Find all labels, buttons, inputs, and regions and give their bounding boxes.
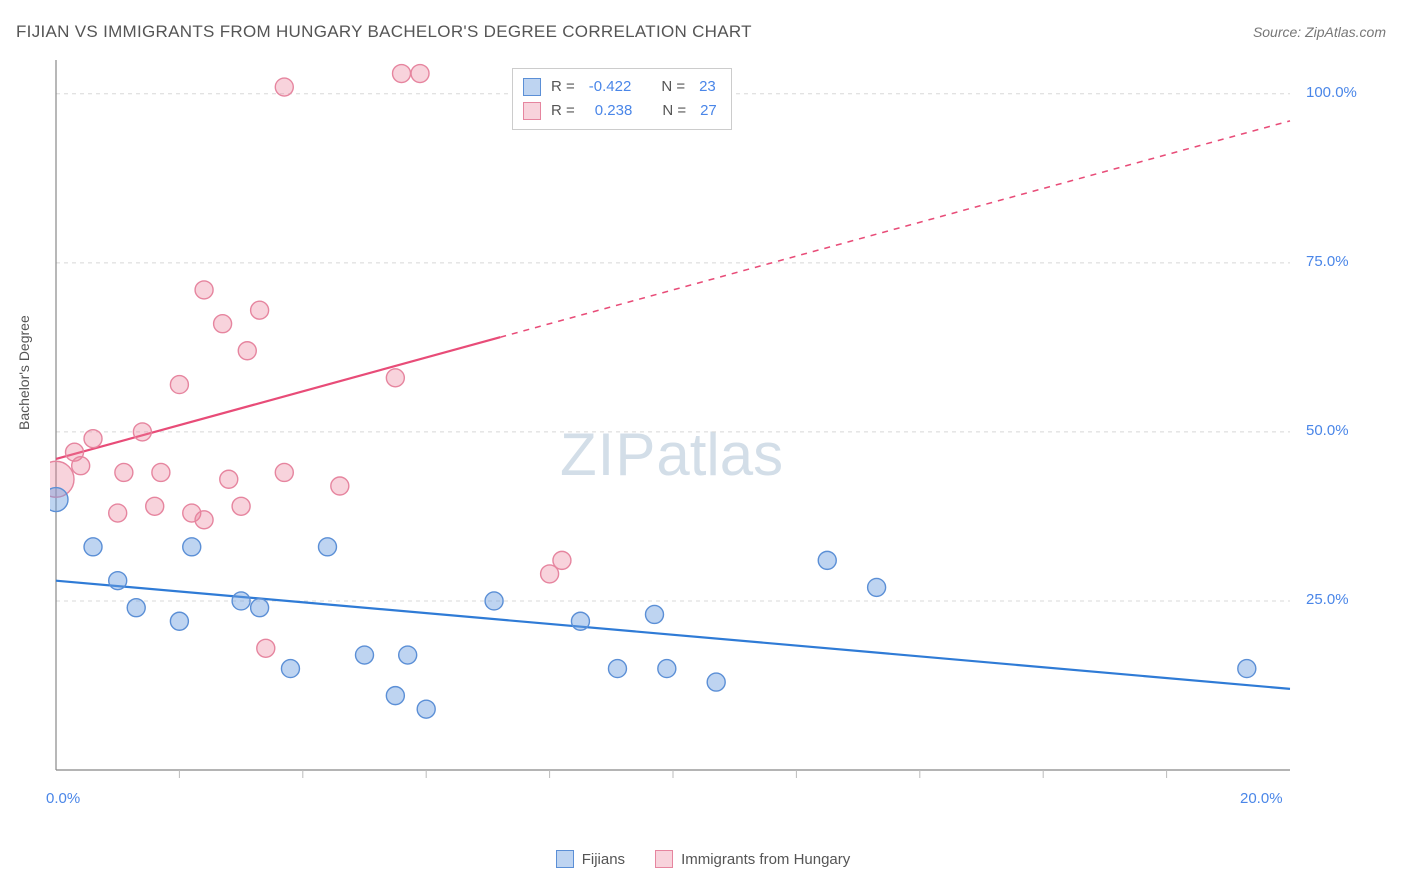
n-label: N = xyxy=(662,99,686,123)
axis-tick-label: 50.0% xyxy=(1306,422,1349,439)
legend-stats: R = -0.422 N = 23 R = 0.238 N = 27 xyxy=(512,68,732,130)
r-label: R = xyxy=(551,99,575,123)
legend-label: Fijians xyxy=(582,851,625,868)
n-value: 27 xyxy=(700,99,717,123)
axis-tick-label: 0.0% xyxy=(46,790,80,807)
r-label: R = xyxy=(551,75,575,99)
axis-tick-label: 20.0% xyxy=(1240,790,1283,807)
source-attribution: Source: ZipAtlas.com xyxy=(1253,24,1386,40)
r-value: -0.422 xyxy=(589,75,632,99)
chart-title: FIJIAN VS IMMIGRANTS FROM HUNGARY BACHEL… xyxy=(16,22,752,42)
legend-label: Immigrants from Hungary xyxy=(681,851,850,868)
swatch-icon xyxy=(556,850,574,868)
swatch-icon xyxy=(523,78,541,96)
r-value: 0.238 xyxy=(595,99,633,123)
legend-stats-row: R = -0.422 N = 23 xyxy=(523,75,717,99)
legend-stats-row: R = 0.238 N = 27 xyxy=(523,99,717,123)
swatch-icon xyxy=(523,102,541,120)
legend-bottom: Fijians Immigrants from Hungary xyxy=(0,850,1406,868)
y-axis-label: Bachelor's Degree xyxy=(16,315,32,430)
axis-tick-label: 100.0% xyxy=(1306,84,1357,101)
n-value: 23 xyxy=(699,75,716,99)
legend-item: Immigrants from Hungary xyxy=(655,850,850,868)
axis-tick-label: 25.0% xyxy=(1306,591,1349,608)
axis-tick-label: 75.0% xyxy=(1306,253,1349,270)
swatch-icon xyxy=(655,850,673,868)
scatter-plot xyxy=(50,60,1380,800)
n-label: N = xyxy=(661,75,685,99)
legend-item: Fijians xyxy=(556,850,625,868)
